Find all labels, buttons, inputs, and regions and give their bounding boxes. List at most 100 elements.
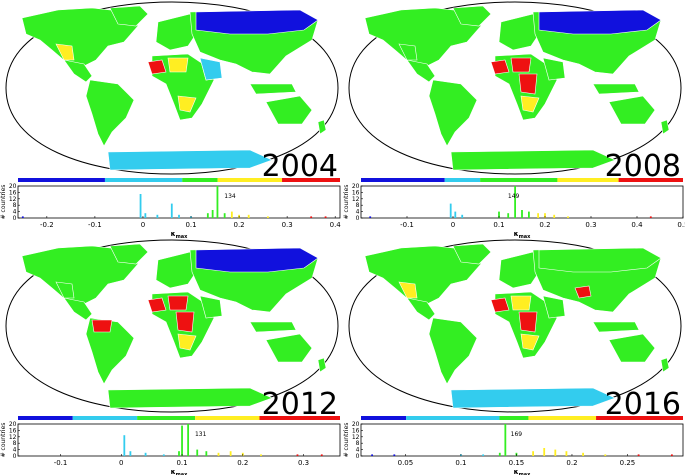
histogram-bar [553,214,556,218]
y-axis-label: # countries [343,185,350,220]
y-tick-label: 8 [356,202,360,209]
histogram-bar [320,454,323,456]
histogram-bar [144,213,147,218]
region-antarctica [107,387,273,409]
land-australia [608,95,656,125]
histogram-bar [544,213,546,218]
histogram-bar [310,216,313,218]
scale-segment [361,416,407,420]
y-axis-label: # countries [0,423,7,458]
land-australia [608,333,656,363]
y-tick-label: 20 [9,183,17,190]
region-russia [195,247,319,273]
x-tick-label: 0.2 [234,221,245,229]
scale-segment [528,416,597,420]
x-tick-label: 0.3 [585,221,596,229]
peak-count-annotation: 134 [224,193,236,200]
x-tick-label: 0.25 [620,459,636,467]
region-mexico [55,43,75,61]
region-sahel [167,57,189,73]
region-central-africa [518,311,538,333]
histogram-bar [554,449,557,456]
panel-2004: 2004 0 4 8 12 16 20 -0.2 -0.1 0 0.1 0.2 0.3 0.4 134 # c… [0,0,342,240]
land-south-america [428,317,478,385]
scale-segment [557,178,619,182]
histogram-bar [206,213,209,218]
world-map [5,239,339,413]
x-tick-label: 0 [141,221,145,229]
region-mexico [55,281,75,299]
y-tick-label: 20 [9,421,17,428]
land-north-america [21,7,139,67]
land-north-america [364,245,482,305]
histogram-frame [17,423,341,457]
region-central-africa [518,73,538,95]
land-new-zealand [660,357,670,373]
histogram-bar [162,454,165,456]
peak-count-annotation: 149 [508,193,520,200]
land-australia [265,95,313,125]
histogram-bar [449,203,452,218]
land-greenland [109,243,149,265]
y-tick-label: 4 [13,447,17,454]
land-arabia [199,295,223,319]
histogram-bar [247,214,250,218]
x-axis-label: κmax [171,230,189,240]
x-tick-label: 0.4 [330,221,342,229]
land-central-america [406,297,436,321]
histogram-bar [670,454,673,456]
scale-segment [104,178,183,182]
y-tick-label: 20 [352,183,360,190]
region-south-america-north [91,319,113,333]
land-central-america [63,297,93,321]
histogram-bar [537,213,539,218]
histogram-bar [504,424,507,456]
histogram-bar [498,452,501,456]
scale-segment [137,416,196,420]
histogram-bar [532,451,535,456]
land-new-zealand [317,357,327,373]
y-tick-label: 12 [9,196,17,203]
x-tick-label: 0.1 [176,459,187,467]
y-axis-label: # countries [0,185,7,220]
scale-segment [217,178,283,182]
histogram-bar [196,449,199,456]
land-arabia [542,57,566,81]
region-antarctica [107,149,273,171]
region-west-africa [147,59,167,75]
x-tick-label: -0.1 [54,459,68,467]
y-tick-label: 8 [13,202,17,209]
land-greenland [109,5,149,27]
region-mexico [398,43,418,61]
histogram-bar [123,435,126,456]
histogram-bar [129,451,132,456]
land-new-zealand [317,119,327,135]
region-russia [538,247,662,273]
x-tick-label: 0.1 [493,221,504,229]
x-tick-label: 0.3 [282,221,293,229]
histogram-bar [637,454,640,456]
region-southern-africa [520,95,540,113]
histogram-bar [156,214,159,218]
region-afghanistan [574,285,592,299]
x-tick-label: 0.1 [185,221,196,229]
land-south-america [428,79,478,147]
region-sahel [510,295,532,311]
y-tick-label: 12 [9,434,17,441]
y-tick-label: 8 [356,440,360,447]
region-west-africa [490,59,510,75]
x-tick-label: 0.5 [677,221,685,229]
land-north-america [21,245,139,305]
histogram-bar [521,210,523,218]
x-tick-label: 0.3 [298,459,309,467]
region-west-africa [490,297,510,313]
y-tick-label: 8 [13,440,17,447]
land-indonesia [592,321,640,333]
histogram-bar [324,216,327,218]
peak-count-annotation: 131 [195,431,207,438]
